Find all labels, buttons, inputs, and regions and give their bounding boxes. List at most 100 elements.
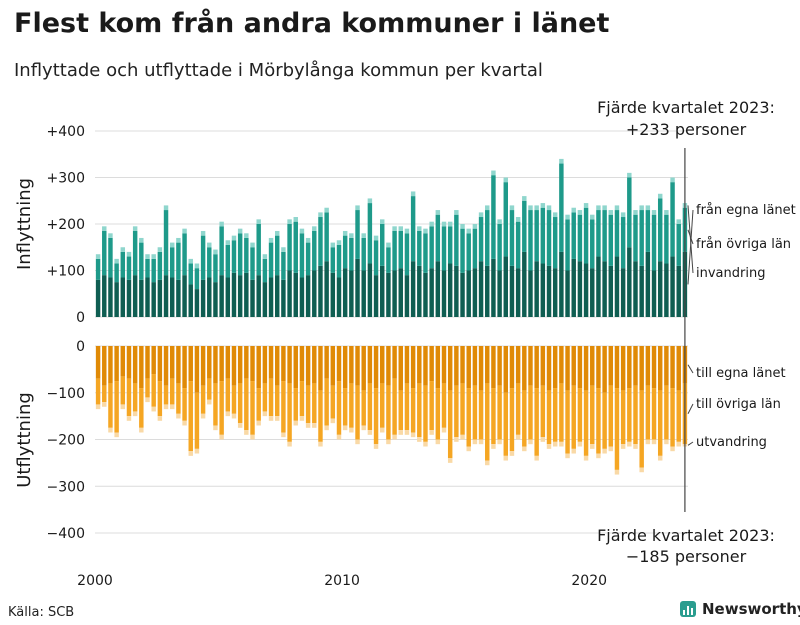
outflow-bar: [664, 439, 669, 445]
inflow-bar: [417, 226, 422, 231]
outflow-bar: [219, 381, 224, 435]
outflow-bar: [312, 346, 317, 384]
outflow-bar: [244, 378, 249, 431]
inflow-bar: [176, 279, 181, 317]
inflow-bar: [627, 177, 632, 248]
outflow-bar: [293, 346, 298, 389]
outflow-bar: [373, 444, 379, 449]
outflow-bar: [485, 346, 490, 384]
inflow-bar: [114, 282, 119, 318]
inflow-bar: [664, 263, 669, 317]
outflow-bar: [188, 451, 193, 456]
inflow-bar: [460, 228, 465, 273]
outflow-bar: [460, 434, 465, 440]
inflow-bar: [163, 275, 169, 317]
outflow-bar: [602, 392, 607, 449]
outflow-bar: [454, 385, 459, 438]
outflow-bar: [651, 439, 657, 445]
outflow-bar: [231, 413, 237, 419]
inflow-bar: [318, 212, 323, 218]
outflow-bar: [250, 434, 255, 440]
inflow-bar: [657, 193, 663, 199]
outflow-bar: [386, 346, 391, 386]
inflow-bars: [95, 158, 688, 318]
inflow-bar: [324, 261, 329, 317]
outflow-bar: [182, 420, 187, 426]
outflow-label-leader: [687, 441, 694, 446]
outflow-bar: [287, 441, 292, 447]
inflow-bar: [670, 256, 675, 317]
inflow-bar: [590, 268, 595, 318]
inflow-bar: [639, 265, 644, 317]
outflow-bar: [392, 346, 397, 379]
outflow-bar: [200, 346, 206, 386]
inflow-bar: [417, 230, 422, 266]
outflow-bar: [417, 383, 422, 438]
inflow-label-leader: [687, 205, 694, 274]
outflow-bar: [324, 346, 329, 379]
x-tick-label: 2020: [571, 573, 607, 589]
outflow-bar: [515, 434, 521, 440]
inflow-bar: [546, 205, 552, 211]
inflow-bar: [478, 261, 484, 317]
outflow-bar: [225, 378, 231, 412]
inflow-bar: [120, 277, 126, 317]
inflow-bar: [559, 158, 564, 164]
inflow-bar: [534, 205, 539, 211]
outflow-bar: [509, 451, 515, 456]
outflow-bar: [373, 346, 379, 389]
inflow-bar: [528, 270, 533, 317]
outflow-bar: [281, 381, 286, 433]
outflow-tick-label: −300: [47, 479, 85, 495]
inflow-bar: [546, 210, 552, 266]
inflow-bar: [447, 226, 453, 264]
outflow-bar: [429, 346, 434, 382]
inflow-bar: [429, 226, 434, 269]
inflow-bar: [330, 272, 336, 317]
inflow-bar: [126, 256, 132, 280]
inflow-bar: [169, 247, 175, 278]
outflow-bar: [614, 469, 620, 475]
outflow-bar: [132, 383, 138, 412]
inflow-series-label: från egna länet: [696, 203, 796, 218]
inflow-bar: [342, 230, 348, 236]
outflow-bar: [571, 385, 576, 449]
outflow-bar: [441, 346, 447, 384]
inflow-bar: [231, 272, 237, 317]
outflow-bar: [213, 346, 218, 384]
inflow-bar: [231, 240, 237, 273]
inflow-bar: [522, 200, 527, 252]
outflow-series-label: utvandring: [696, 435, 767, 450]
outflow-bar: [546, 390, 552, 445]
outflow-bar: [120, 376, 126, 405]
outflow-bar: [330, 346, 336, 386]
inflow-bar: [485, 210, 490, 266]
inflow-bar: [577, 210, 583, 215]
inflow-bar: [522, 196, 527, 201]
inflow-bar: [386, 242, 391, 248]
outflow-bar: [639, 390, 644, 468]
outflow-bar: [95, 346, 101, 379]
outflow-bar: [466, 446, 471, 452]
outflow-bar: [620, 444, 626, 449]
inflow-bar: [491, 258, 496, 318]
inflow-bar: [225, 244, 231, 278]
outflow-bar: [275, 385, 280, 417]
inflow-bar: [583, 207, 589, 264]
outflow-bar: [534, 346, 539, 389]
inflow-bar: [472, 224, 478, 229]
outflow-bar: [207, 378, 212, 400]
outflow-bar: [305, 346, 311, 386]
inflow-bar: [645, 205, 651, 211]
inflow-bar: [213, 249, 218, 255]
inflow-bar: [497, 270, 502, 317]
outflow-bar: [670, 446, 675, 452]
outflow-bar: [435, 439, 441, 445]
inflow-bar: [132, 230, 138, 276]
inflow-bar: [207, 242, 212, 248]
outflow-bar: [102, 346, 107, 386]
inflow-bar: [305, 275, 311, 317]
outflow-bar: [534, 388, 539, 456]
inflow-bar: [509, 205, 515, 211]
inflow-axis-title: Inflyttning: [14, 178, 35, 270]
